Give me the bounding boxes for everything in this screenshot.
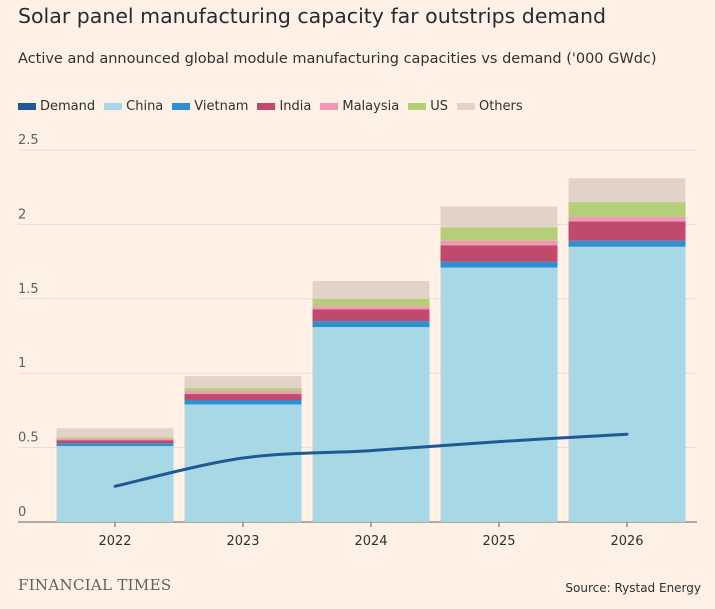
bar-segment-others	[56, 428, 174, 438]
bar-segment-india	[56, 440, 174, 444]
bar-segment-china	[568, 246, 686, 522]
bar-segment-us	[568, 202, 686, 217]
legend-label: China	[126, 99, 164, 114]
bar-segment-malaysia	[56, 438, 174, 441]
legend-swatch	[320, 103, 339, 110]
legend-label: Demand	[40, 99, 96, 114]
legend-swatch	[456, 103, 475, 110]
bar-segment-india	[568, 221, 686, 241]
bar-segment-vietnam	[568, 240, 686, 247]
legend-label: US	[430, 99, 448, 114]
y-tick-label: 2	[18, 207, 26, 222]
chart-title: Solar panel manufacturing capacity far o…	[18, 4, 606, 28]
bar-segment-malaysia	[184, 391, 302, 395]
bar-segment-vietnam	[440, 261, 558, 268]
bar-segment-malaysia	[568, 216, 686, 222]
legend-swatch	[172, 103, 191, 110]
x-tick-label: 2023	[226, 534, 259, 549]
bar-segment-others	[440, 206, 558, 228]
bar-segment-china	[56, 446, 174, 522]
bar-segment-others	[568, 178, 686, 203]
bar-segment-vietnam	[312, 321, 430, 328]
bar-segment-us	[56, 437, 174, 439]
legend-label: Vietnam	[194, 99, 249, 114]
y-tick-label: 1.5	[18, 282, 39, 297]
legend-item-india: India	[257, 99, 311, 114]
bar-segment-india	[184, 394, 302, 400]
y-tick-label: 2.5	[18, 133, 39, 148]
bar-segment-us	[184, 388, 302, 392]
bar-segment-us	[440, 227, 558, 241]
bar-segment-us	[312, 298, 430, 307]
legend-item-china: China	[104, 99, 163, 114]
legend-label: India	[279, 99, 312, 114]
x-tick-label: 2026	[610, 534, 643, 549]
legend-label: Malaysia	[342, 99, 400, 114]
bar-segment-india	[440, 245, 558, 262]
legend-swatch	[18, 103, 36, 110]
bar-segment-india	[312, 309, 430, 322]
legend-swatch	[257, 103, 276, 110]
legend-swatch	[104, 103, 123, 110]
legend-label: Others	[478, 99, 523, 114]
bar-segment-vietnam	[56, 443, 174, 447]
x-tick-label: 2022	[98, 534, 131, 549]
publisher-logo: FINANCIAL TIMES	[18, 576, 172, 594]
y-tick-label: 0.5	[18, 431, 39, 446]
bar-segment-malaysia	[440, 240, 558, 246]
source-note: Source: Rystad Energy	[565, 581, 701, 595]
legend: Demand China Vietnam India Malaysia US Others	[18, 99, 532, 114]
legend-item-demand: Demand	[18, 99, 95, 114]
legend-item-us: US	[408, 99, 448, 114]
legend-item-malaysia: Malaysia	[320, 99, 399, 114]
y-tick-label: 1	[18, 356, 26, 371]
bar-segment-china	[184, 404, 302, 522]
x-tick-label: 2025	[482, 534, 515, 549]
bar-segment-others	[184, 376, 302, 389]
bar-segment-others	[312, 280, 430, 299]
bar-segment-china	[440, 267, 558, 522]
legend-item-others: Others	[456, 99, 523, 114]
bar-segment-malaysia	[312, 306, 430, 310]
legend-item-vietnam: Vietnam	[172, 99, 248, 114]
chart-subtitle: Active and announced global module manuf…	[18, 51, 657, 67]
bar-segment-china	[312, 327, 430, 522]
legend-swatch	[408, 103, 427, 110]
bar-segment-vietnam	[184, 399, 302, 405]
y-tick-label: 0	[18, 505, 26, 520]
x-tick-label: 2024	[354, 534, 387, 549]
